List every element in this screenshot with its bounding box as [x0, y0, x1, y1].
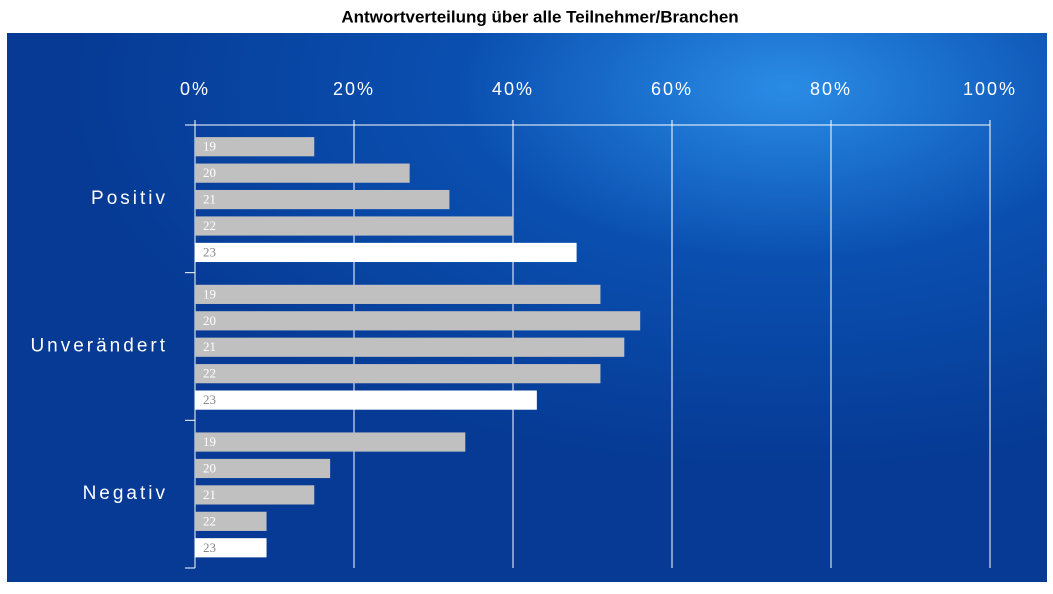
- bar: [195, 242, 577, 263]
- bar: [195, 163, 410, 183]
- x-tick-label: 40%: [492, 79, 534, 99]
- bar: [195, 189, 450, 210]
- series-label: 21: [203, 192, 216, 207]
- series-label: 20: [203, 313, 216, 328]
- bar: [195, 284, 601, 304]
- bar: [195, 511, 267, 531]
- x-tick-label: 20%: [333, 79, 375, 99]
- bar: [195, 432, 466, 452]
- bar: [195, 485, 315, 505]
- bar: [195, 364, 601, 384]
- series-label: 20: [203, 460, 216, 475]
- series-label: 21: [203, 339, 216, 354]
- x-tick-label: 0%: [180, 79, 210, 99]
- y-tick-label: Negativ: [83, 483, 168, 504]
- bar: [195, 137, 315, 157]
- x-tick-label: 60%: [651, 79, 693, 99]
- series-label: 23: [203, 540, 216, 555]
- bar: [195, 337, 625, 357]
- series-label: 22: [203, 366, 216, 381]
- bar: [195, 458, 331, 479]
- bar: [195, 311, 641, 331]
- y-tick-label: Positiv: [91, 188, 168, 209]
- series-label: 23: [203, 244, 216, 259]
- chart-title: Antwortverteilung über alle Teilnehmer/B…: [341, 7, 738, 26]
- bar: [195, 216, 513, 236]
- series-label: 19: [203, 286, 216, 301]
- x-tick-label: 100%: [963, 79, 1017, 99]
- series-label: 19: [203, 139, 216, 154]
- bar: [195, 538, 267, 558]
- series-label: 21: [203, 487, 216, 502]
- y-tick-label: Unverändert: [30, 336, 168, 357]
- series-label: 19: [203, 434, 216, 449]
- series-label: 22: [203, 218, 216, 233]
- series-label: 22: [203, 513, 216, 528]
- x-tick-label: 80%: [810, 79, 852, 99]
- series-label: 23: [203, 392, 216, 407]
- series-label: 20: [203, 165, 216, 180]
- bar: [195, 390, 537, 410]
